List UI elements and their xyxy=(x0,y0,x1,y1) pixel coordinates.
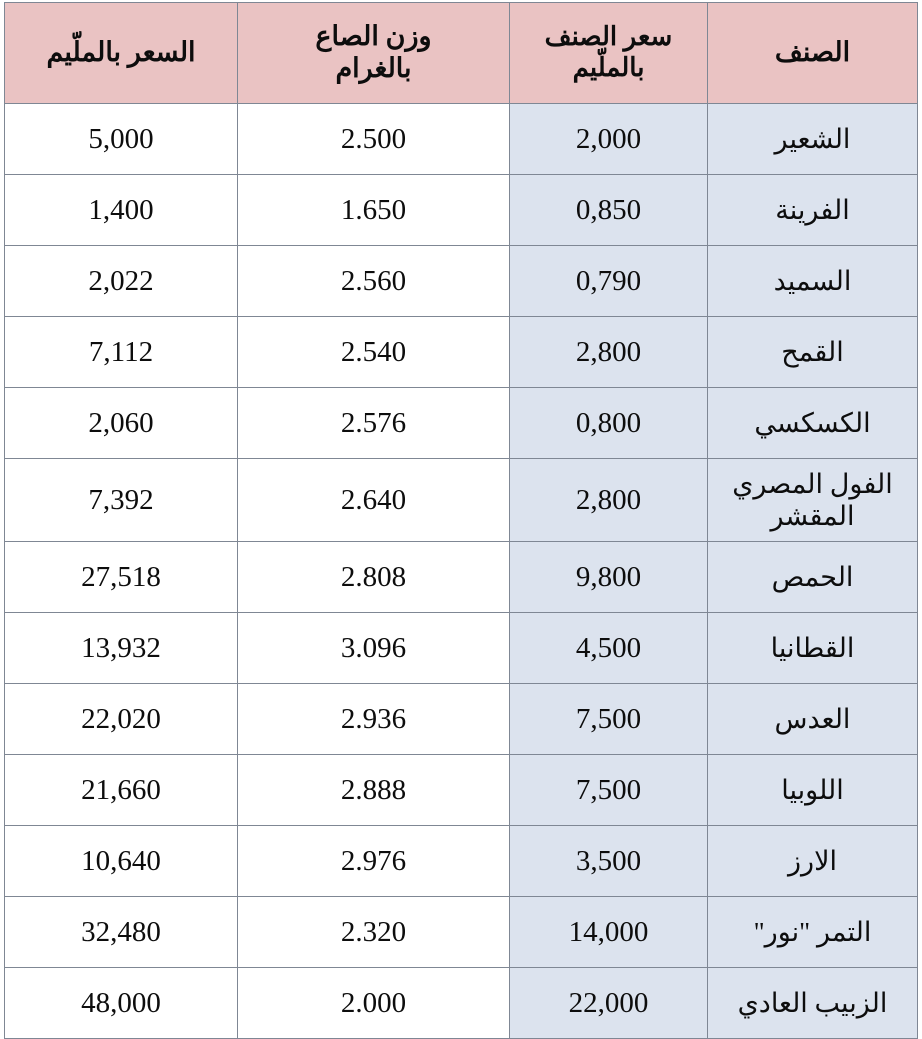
table-row: التمر "نور" 14,000 2.320 32,480 xyxy=(4,896,918,968)
cell-item: التمر "نور" xyxy=(707,896,918,968)
cell-price: 27,518 xyxy=(4,541,238,613)
column-header-weight-line2: بالغرام xyxy=(335,53,412,83)
cell-price: 22,020 xyxy=(4,683,238,755)
cell-item: الفرينة xyxy=(707,174,918,246)
cell-item-price: 22,000 xyxy=(509,967,708,1039)
cell-weight: 2.500 xyxy=(237,103,510,175)
cell-item: الفول المصري المقشر xyxy=(707,458,918,542)
column-header-item: الصنف xyxy=(707,2,918,104)
cell-item: العدس xyxy=(707,683,918,755)
cell-item-price: 2,800 xyxy=(509,458,708,542)
cell-weight: 2.976 xyxy=(237,825,510,897)
cell-item-price: 0,790 xyxy=(509,245,708,317)
table-row: الشعير 2,000 2.500 5,000 xyxy=(4,103,918,175)
cell-price: 2,060 xyxy=(4,387,238,459)
table-row: القطانيا 4,500 3.096 13,932 xyxy=(4,612,918,684)
table-row: العدس 7,500 2.936 22,020 xyxy=(4,683,918,755)
cell-weight: 2.808 xyxy=(237,541,510,613)
cell-price: 5,000 xyxy=(4,103,238,175)
column-header-item-price: سعر الصنف بالملّيم xyxy=(509,2,708,104)
cell-weight: 2.540 xyxy=(237,316,510,388)
table-row: الارز 3,500 2.976 10,640 xyxy=(4,825,918,897)
cell-item: اللوبيا xyxy=(707,754,918,826)
cell-item: القطانيا xyxy=(707,612,918,684)
cell-item-price: 9,800 xyxy=(509,541,708,613)
cell-item-price: 2,000 xyxy=(509,103,708,175)
cell-weight: 2.560 xyxy=(237,245,510,317)
column-header-weight: وزن الصاع بالغرام xyxy=(237,2,510,104)
cell-item-price: 3,500 xyxy=(509,825,708,897)
cell-item-price: 14,000 xyxy=(509,896,708,968)
cell-item: الكسكسي xyxy=(707,387,918,459)
column-header-weight-line1: وزن الصاع xyxy=(315,21,432,52)
cell-item-price: 2,800 xyxy=(509,316,708,388)
cell-price: 1,400 xyxy=(4,174,238,246)
cell-price: 10,640 xyxy=(4,825,238,897)
table-row: الحمص 9,800 2.808 27,518 xyxy=(4,541,918,613)
zakat-price-table: الصنف سعر الصنف بالملّيم وزن الصاع بالغر… xyxy=(4,2,918,1039)
cell-price: 2,022 xyxy=(4,245,238,317)
table-row: الفرينة 0,850 1.650 1,400 xyxy=(4,174,918,246)
table-row: اللوبيا 7,500 2.888 21,660 xyxy=(4,754,918,826)
table-row: الكسكسي 0,800 2.576 2,060 xyxy=(4,387,918,459)
cell-item-price: 4,500 xyxy=(509,612,708,684)
cell-weight: 2.936 xyxy=(237,683,510,755)
cell-item: الارز xyxy=(707,825,918,897)
cell-item-price: 7,500 xyxy=(509,683,708,755)
column-header-item-price-line2: بالملّيم xyxy=(572,53,645,82)
cell-weight: 1.650 xyxy=(237,174,510,246)
cell-weight: 2.640 xyxy=(237,458,510,542)
cell-item-price: 0,850 xyxy=(509,174,708,246)
table-header: الصنف سعر الصنف بالملّيم وزن الصاع بالغر… xyxy=(4,2,918,104)
cell-price: 7,392 xyxy=(4,458,238,542)
cell-weight: 2.000 xyxy=(237,967,510,1039)
cell-item: الشعير xyxy=(707,103,918,175)
cell-item: الزبيب العادي xyxy=(707,967,918,1039)
cell-price: 32,480 xyxy=(4,896,238,968)
cell-item-price: 7,500 xyxy=(509,754,708,826)
cell-price: 48,000 xyxy=(4,967,238,1039)
table-body: الشعير 2,000 2.500 5,000 الفرينة 0,850 1.650 1,… xyxy=(4,103,918,1039)
table-row: الزبيب العادي 22,000 2.000 48,000 xyxy=(4,967,918,1039)
table-row: الفول المصري المقشر 2,800 2.640 7,392 xyxy=(4,458,918,542)
column-header-price: السعر بالملّيم xyxy=(4,2,238,104)
cell-weight: 2.888 xyxy=(237,754,510,826)
table-row: السميد 0,790 2.560 2,022 xyxy=(4,245,918,317)
cell-weight: 2.320 xyxy=(237,896,510,968)
cell-item-price: 0,800 xyxy=(509,387,708,459)
table-row: القمح 2,800 2.540 7,112 xyxy=(4,316,918,388)
table-header-row: الصنف سعر الصنف بالملّيم وزن الصاع بالغر… xyxy=(4,2,918,104)
cell-price: 7,112 xyxy=(4,316,238,388)
cell-item: السميد xyxy=(707,245,918,317)
cell-price: 21,660 xyxy=(4,754,238,826)
column-header-item-price-line1: سعر الصنف xyxy=(544,22,673,52)
cell-price: 13,932 xyxy=(4,612,238,684)
cell-item: الحمص xyxy=(707,541,918,613)
cell-weight: 2.576 xyxy=(237,387,510,459)
cell-item: القمح xyxy=(707,316,918,388)
cell-weight: 3.096 xyxy=(237,612,510,684)
